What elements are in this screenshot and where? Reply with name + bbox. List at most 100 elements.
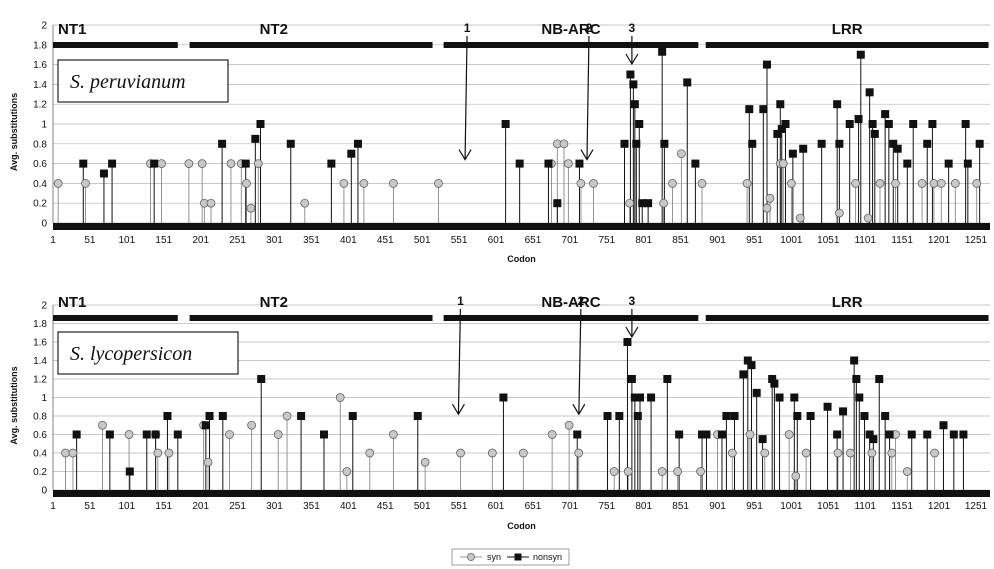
nonsyn-point [889, 139, 898, 148]
y-tick-label: 0.6 [33, 159, 47, 170]
legend-syn-marker [467, 553, 475, 561]
syn-point [765, 193, 775, 203]
syn-point [564, 420, 574, 430]
syn-point [61, 448, 70, 458]
nonsyn-point [759, 105, 768, 114]
x-tick-label: 701 [562, 501, 579, 512]
nonsyn-point [776, 100, 785, 109]
domain-label: NT2 [260, 294, 288, 311]
x-tick-label: 551 [451, 235, 468, 246]
nonsyn-point [691, 159, 700, 168]
syn-point [833, 448, 843, 458]
nonsyn-point [860, 412, 869, 420]
syn-point [625, 198, 635, 208]
nonsyn-point [869, 435, 878, 444]
syn-point [742, 179, 752, 188]
syn-point [273, 430, 283, 439]
x-tick-label: 1001 [780, 501, 803, 512]
y-tick-label: 1 [41, 393, 47, 404]
syn-point [727, 448, 737, 458]
nonsyn-point [884, 120, 893, 128]
nonsyn-point [923, 139, 932, 148]
syn-point [917, 179, 927, 188]
y-tick-label: 0.8 [33, 412, 47, 423]
domain-bar-nt2 [189, 315, 433, 321]
syn-point [576, 179, 586, 188]
x-tick-label: 801 [635, 501, 652, 512]
syn-point [487, 448, 497, 458]
nonsyn-point [663, 375, 672, 383]
domain-bar-nt1 [53, 42, 178, 48]
nonsyn-point [833, 430, 842, 439]
x-tick-label: 601 [488, 235, 505, 246]
arrow-shaft [586, 35, 590, 160]
syn-point [936, 179, 946, 188]
nonsyn-point [758, 435, 767, 444]
y-tick-label: 0 [41, 486, 47, 497]
nonsyn-point [975, 139, 984, 148]
motif-marker-label: 2 [578, 294, 585, 308]
syn-point [206, 198, 216, 208]
domain-label: NT1 [58, 294, 86, 311]
y-tick-label: 0.8 [33, 139, 47, 150]
domain-bar-nt2 [189, 42, 433, 48]
motif-marker-label: 3 [629, 21, 636, 35]
x-tick-label: 101 [118, 501, 135, 512]
nonsyn-point [644, 199, 653, 208]
syn-point [846, 448, 855, 458]
syn-point [359, 179, 369, 188]
syn-point [795, 213, 805, 223]
legend-nonsyn-label: nonsyn [533, 552, 562, 562]
syn-point [778, 159, 788, 168]
syn-point [745, 430, 755, 439]
nonsyn-point [823, 402, 832, 411]
baseline-bar [53, 223, 990, 230]
x-tick-label: 151 [155, 235, 172, 246]
nonsyn-point [630, 100, 639, 109]
nonsyn-point [855, 393, 864, 402]
syn-point [342, 467, 352, 476]
syn-point [623, 467, 633, 476]
syn-point [282, 411, 292, 421]
syn-point [153, 448, 163, 458]
syn-point [335, 393, 345, 402]
x-tick-label: 851 [672, 501, 689, 512]
syn-point [787, 179, 796, 188]
nonsyn-point [629, 80, 638, 89]
chart-panel-lycopersicon: 0 0.2 0.4 0.6 0.8 1 1.2 1.4 1.6 1.8 2 Avg. substitu… [9, 294, 990, 531]
syn-point [518, 448, 528, 458]
syn-point [197, 159, 207, 168]
syn-point [225, 430, 234, 439]
syn-point [902, 467, 912, 476]
species-box [57, 331, 239, 375]
x-tick-label: 51 [84, 235, 96, 246]
nonsyn-point [347, 149, 356, 158]
y-tick-label: 1 [41, 120, 47, 131]
syn-point [891, 179, 900, 188]
x-tick-label: 201 [192, 501, 209, 512]
x-tick-label: 251 [229, 501, 246, 512]
x-tick-label: 701 [562, 235, 579, 246]
domain-label: NT1 [58, 21, 86, 38]
x-tick-label: 1101 [854, 235, 876, 246]
y-axis-label: Avg. substitutions [9, 366, 19, 444]
nonsyn-point [790, 393, 799, 402]
nonsyn-point [286, 139, 295, 148]
domain-label: NB-ARC [541, 294, 600, 311]
arrow-head [625, 326, 639, 339]
syn-point [887, 448, 897, 458]
syn-point [157, 159, 166, 168]
syn-point [226, 159, 236, 168]
syn-point [242, 179, 251, 188]
nonsyn-point [777, 124, 786, 133]
x-tick-label: 901 [709, 235, 726, 246]
syn-point [389, 179, 398, 188]
x-tick-label: 751 [598, 235, 615, 246]
nonsyn-point [256, 120, 265, 128]
x-tick-label: 1 [50, 501, 56, 512]
nonsyn-point [963, 159, 972, 168]
y-tick-label: 2 [41, 21, 47, 32]
nonsyn-point [108, 159, 117, 168]
domain-label: NT2 [260, 21, 288, 38]
x-tick-label: 1151 [891, 501, 913, 512]
